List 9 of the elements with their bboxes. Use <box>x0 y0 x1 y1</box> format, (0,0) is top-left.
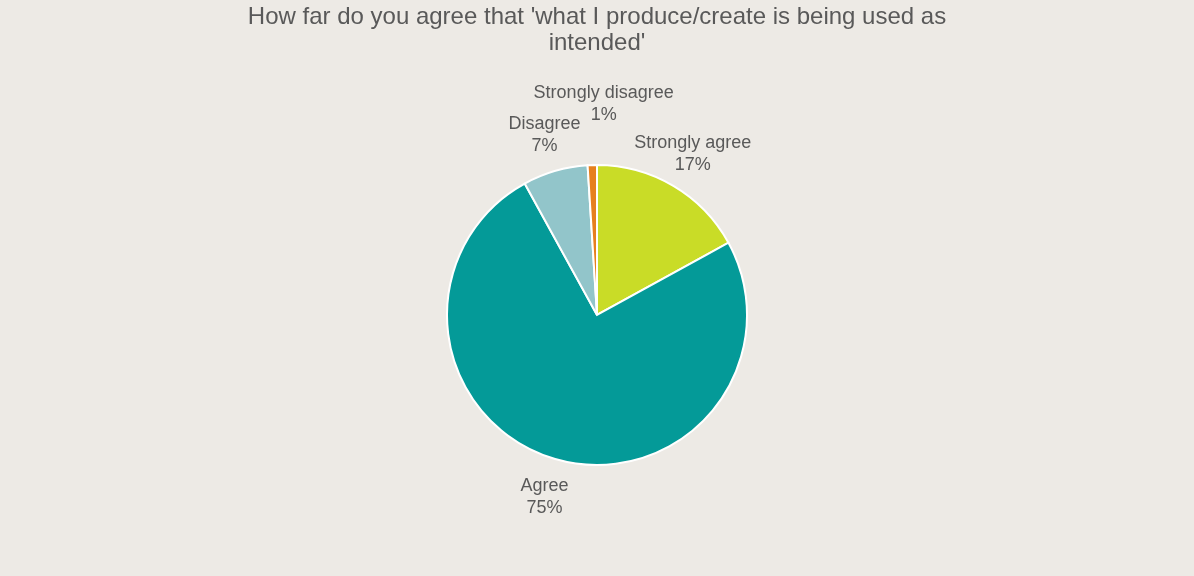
slice-label: Disagree <box>508 113 581 134</box>
data-label: 75% <box>526 496 563 517</box>
slice-label: Strongly agree <box>634 132 752 153</box>
data-label: 1% <box>590 104 617 125</box>
slice-label: Strongly disagree <box>533 82 674 103</box>
data-label: 17% <box>674 154 711 175</box>
slice-label: Agree <box>520 474 569 495</box>
data-label: 7% <box>531 135 558 156</box>
chart-title: How far do you agree that 'what I produce/create is being used as intended' <box>247 2 947 55</box>
